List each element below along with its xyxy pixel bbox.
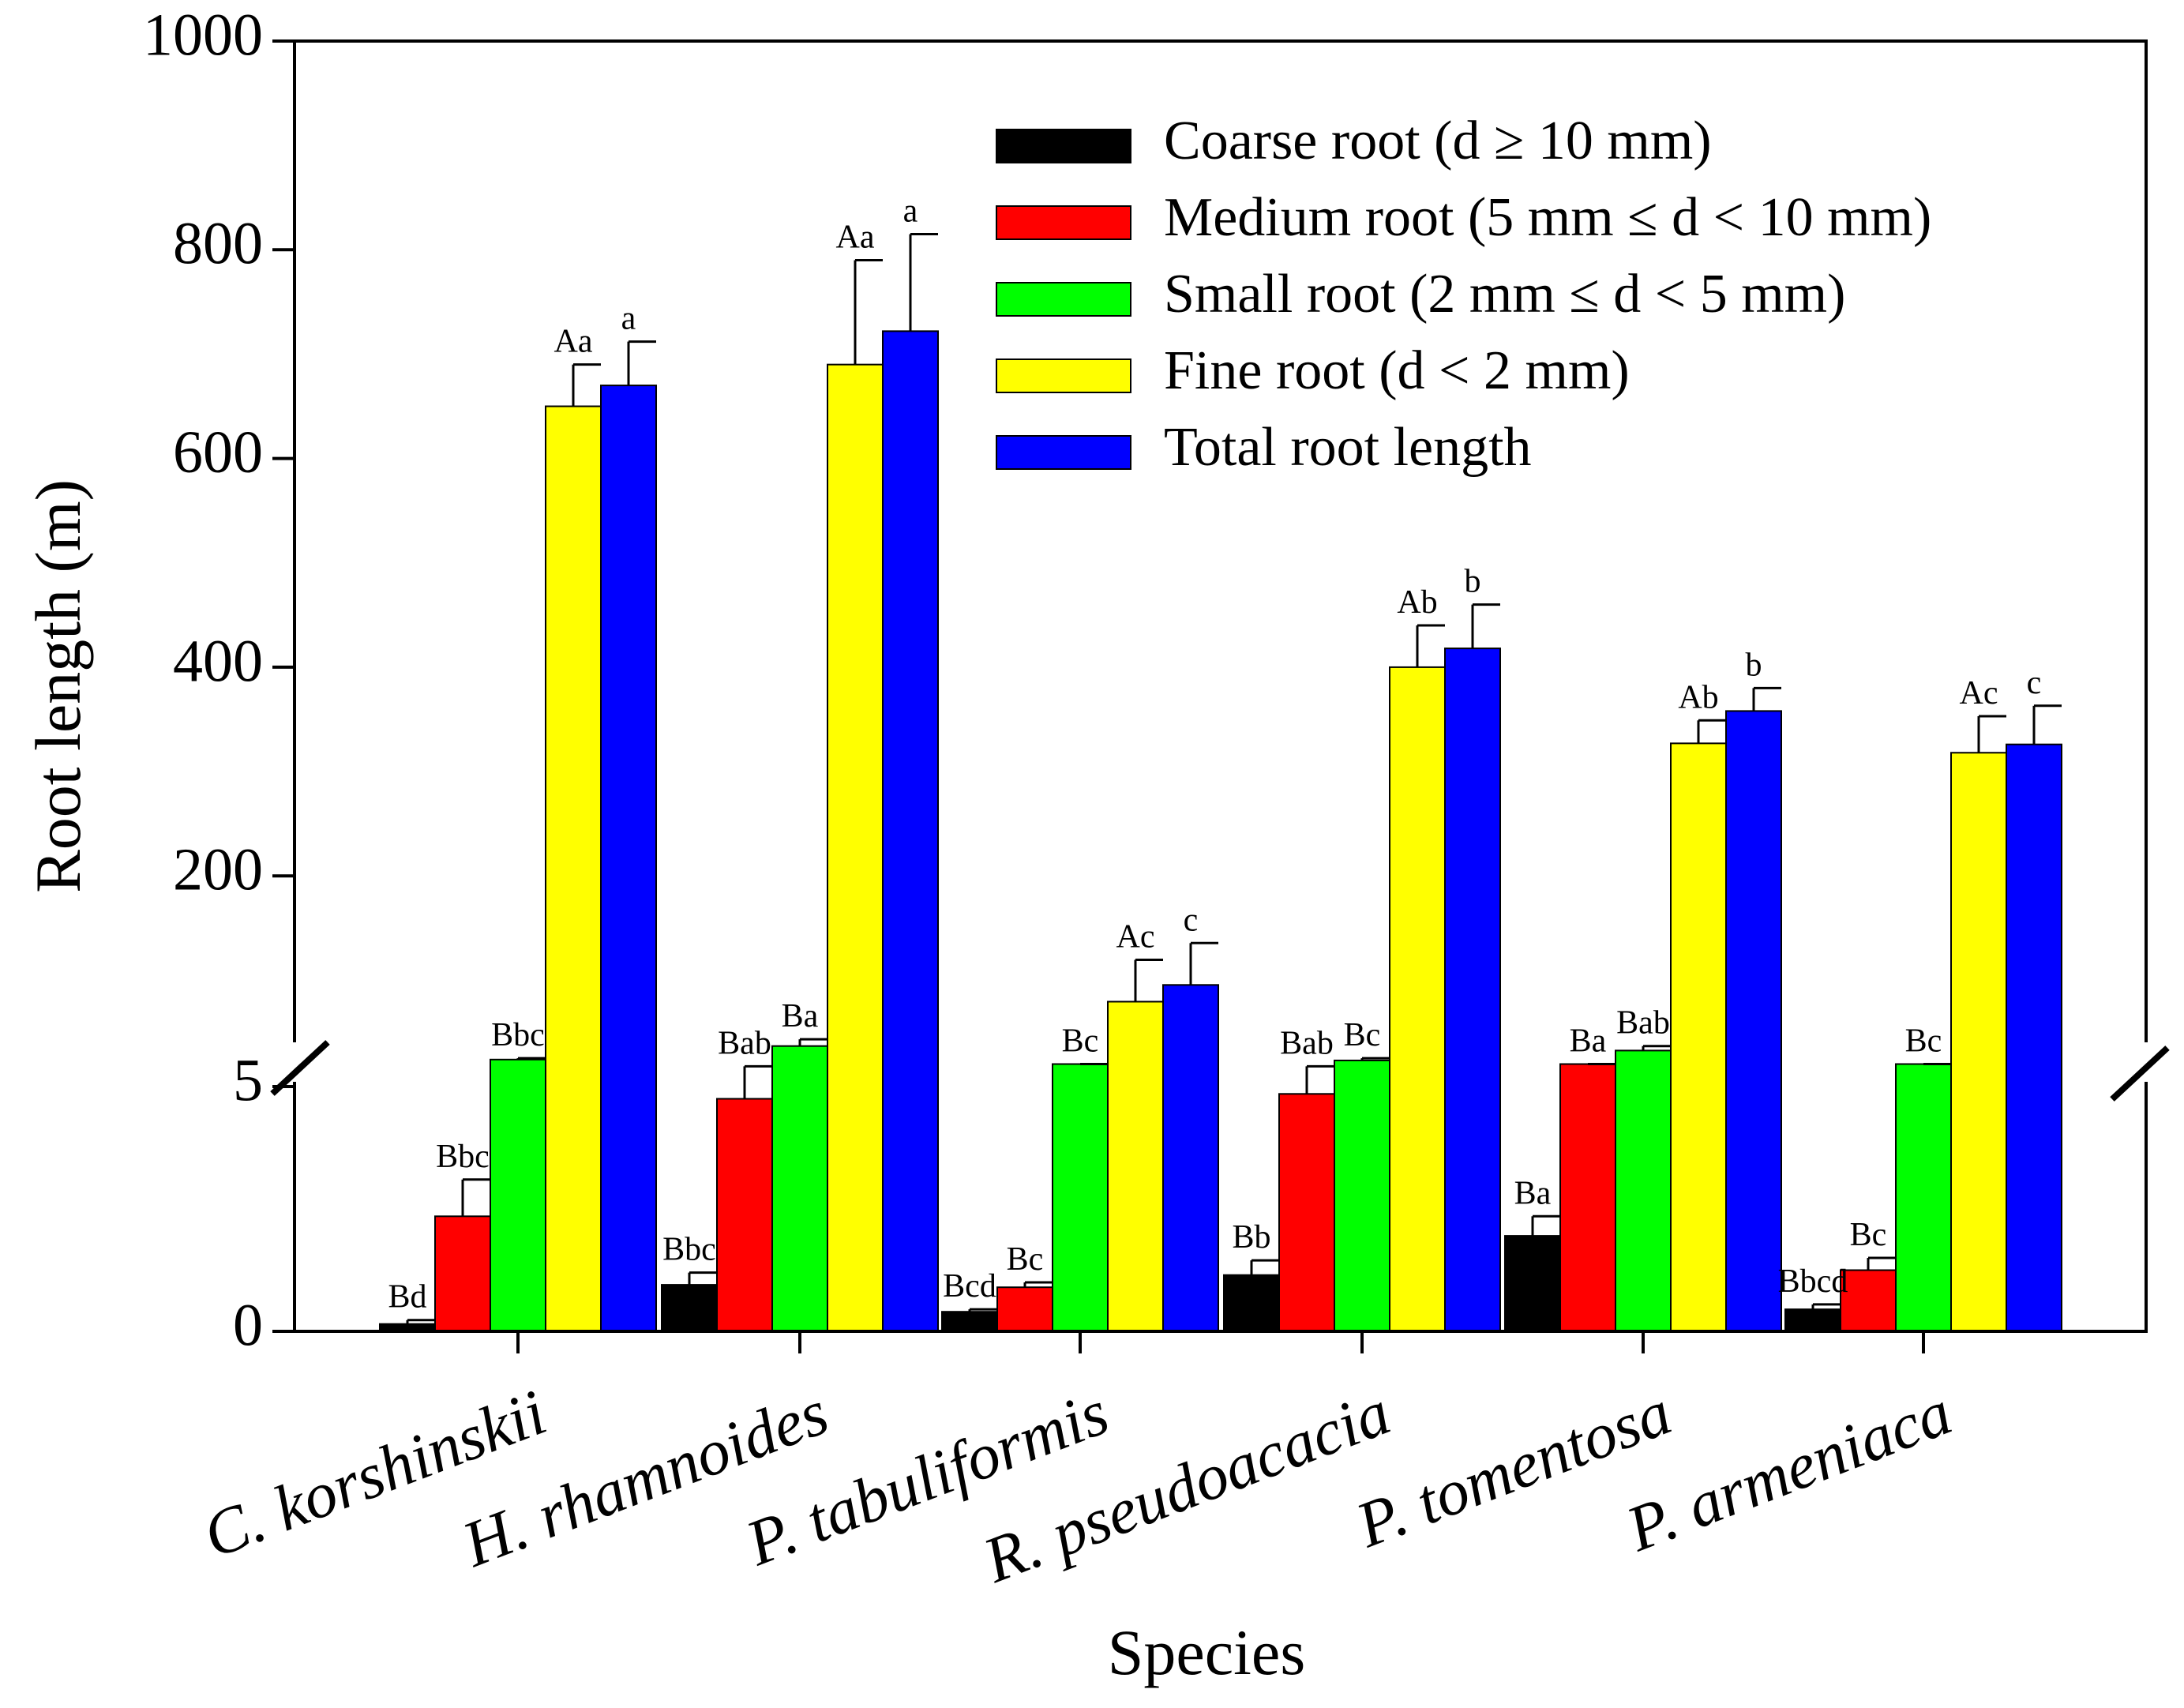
significance-letter-1-3: Bab xyxy=(1280,1025,1334,1061)
significance-letter-3-0: Aa xyxy=(554,324,593,360)
significance-letter-0-2: Bcd xyxy=(943,1268,996,1304)
bar-fine-root-2 xyxy=(1107,1000,1164,1332)
y-tick-label-upper-1: 400 xyxy=(173,628,263,694)
bar-total-root-length-5 xyxy=(2006,743,2062,1332)
bar-medium-root-5 xyxy=(1840,1269,1897,1332)
legend-swatch-3 xyxy=(996,358,1131,393)
significance-letter-1-0: Bbc xyxy=(436,1139,490,1175)
bar-medium-root-2 xyxy=(996,1286,1053,1332)
significance-letter-4-3: b xyxy=(1465,564,1481,600)
bar-medium-root-4 xyxy=(1559,1063,1616,1332)
bar-total-root-length-4 xyxy=(1725,710,1782,1332)
significance-letter-4-5: c xyxy=(2027,665,2042,701)
significance-letter-2-2: Bc xyxy=(1062,1023,1099,1060)
legend-label-2: Small root (2 mm ≤ d < 5 mm) xyxy=(1164,264,1845,325)
significance-letter-4-0: a xyxy=(621,301,636,337)
bar-fine-root-0 xyxy=(545,405,602,1332)
bar-fine-root-5 xyxy=(1950,752,2007,1332)
significance-letter-2-0: Bbc xyxy=(491,1017,545,1053)
y-tick-label-upper-2: 600 xyxy=(173,419,263,486)
significance-letter-3-2: Ac xyxy=(1116,919,1155,955)
significance-letter-1-2: Bc xyxy=(1007,1241,1044,1278)
x-axis-title: Species xyxy=(1108,1616,1305,1688)
legend-swatch-4 xyxy=(996,435,1131,470)
significance-letter-3-1: Aa xyxy=(836,220,875,256)
bar-total-root-length-2 xyxy=(1162,984,1219,1333)
significance-letter-3-4: Ab xyxy=(1678,679,1718,715)
bar-small-root-1 xyxy=(771,1045,828,1332)
legend-label-0: Coarse root (d ≥ 10 mm) xyxy=(1164,111,1712,171)
y-tick-label-upper-0: 200 xyxy=(173,837,263,903)
significance-letter-4-4: b xyxy=(1746,647,1762,683)
bar-fine-root-4 xyxy=(1670,742,1727,1332)
bar-coarse-root-3 xyxy=(1223,1274,1280,1332)
bar-fine-root-3 xyxy=(1389,666,1446,1332)
error-bars-layer xyxy=(406,232,2062,1324)
axis-break-slash-left xyxy=(270,1040,330,1096)
y-axis-ticks: 0 5 200 400 600 800 1000 xyxy=(143,2,295,1358)
bar-small-root-2 xyxy=(1052,1063,1109,1332)
legend-label-3: Fine root (d < 2 mm) xyxy=(1164,340,1630,401)
y-axis-title: Root length (m) xyxy=(22,479,94,893)
significance-letter-0-3: Bb xyxy=(1232,1219,1270,1256)
significance-letter-1-1: Bab xyxy=(718,1025,771,1061)
bar-medium-root-1 xyxy=(716,1098,773,1332)
bar-coarse-root-4 xyxy=(1504,1235,1561,1332)
significance-letter-4-1: a xyxy=(903,193,918,229)
significance-letter-3-5: Ac xyxy=(1960,675,1998,711)
x-tick-label-5: P. armeniaca xyxy=(1616,1376,1961,1565)
bar-total-root-length-0 xyxy=(600,385,657,1333)
bar-small-root-5 xyxy=(1895,1063,1952,1332)
bars-layer xyxy=(379,330,2062,1333)
significance-letter-2-3: Bc xyxy=(1344,1017,1381,1053)
significance-letter-4-2: c xyxy=(1184,902,1199,938)
y-tick-label-upper-3: 800 xyxy=(173,211,263,277)
legend-swatch-0 xyxy=(996,129,1131,163)
bar-fine-root-1 xyxy=(827,363,884,1332)
legend: Coarse root (d ≥ 10 mm) Medium root (5 mm… xyxy=(996,111,1931,478)
bar-small-root-0 xyxy=(490,1058,546,1333)
y-tick-label-lower-0: 0 xyxy=(233,1292,263,1358)
legend-swatch-2 xyxy=(996,282,1131,317)
plot-frame xyxy=(293,39,2148,1333)
significance-letter-1-5: Bc xyxy=(1850,1217,1887,1253)
bar-coarse-root-5 xyxy=(1784,1308,1841,1332)
bar-small-root-3 xyxy=(1334,1059,1390,1332)
significance-letter-1-4: Ba xyxy=(1570,1023,1607,1060)
significance-letter-0-4: Ba xyxy=(1514,1175,1552,1211)
bar-total-root-length-3 xyxy=(1444,648,1501,1332)
significance-letter-2-4: Bab xyxy=(1616,1005,1670,1042)
significance-letter-0-5: Bbcd xyxy=(1778,1263,1848,1300)
significance-letter-0-0: Bd xyxy=(388,1279,426,1316)
bar-total-root-length-1 xyxy=(882,330,939,1333)
axis-break-slash-right xyxy=(2110,1045,2170,1102)
significance-letter-2-5: Bc xyxy=(1905,1023,1942,1060)
legend-label-1: Medium root (5 mm ≤ d < 10 mm) xyxy=(1164,187,1931,248)
significance-letter-0-1: Bbc xyxy=(662,1232,716,1268)
bar-coarse-root-1 xyxy=(661,1284,718,1332)
y-tick-label-upper-4: 1000 xyxy=(143,2,263,68)
bar-medium-root-3 xyxy=(1278,1093,1335,1333)
significance-letter-3-3: Ab xyxy=(1397,584,1437,621)
legend-label-4: Total root length xyxy=(1164,417,1532,478)
bar-small-root-4 xyxy=(1615,1049,1672,1333)
bar-coarse-root-2 xyxy=(941,1311,998,1332)
bar-medium-root-0 xyxy=(434,1215,491,1333)
axis-break-marks xyxy=(270,1040,2170,1102)
y-tick-label-lower-1: 5 xyxy=(233,1047,263,1113)
legend-swatch-1 xyxy=(996,205,1131,240)
significance-letter-2-1: Ba xyxy=(782,998,819,1034)
